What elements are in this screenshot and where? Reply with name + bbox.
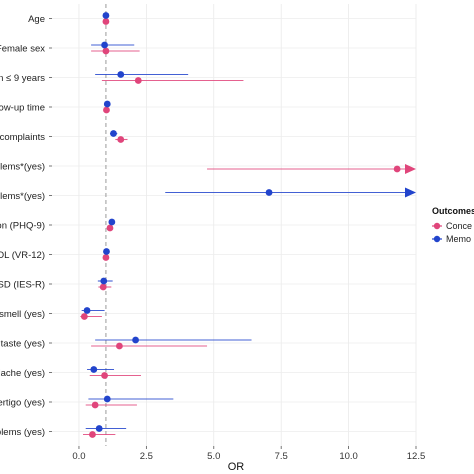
- y-tick-label: f taste (yes): [0, 339, 45, 350]
- point-estimate: [83, 307, 91, 314]
- point-estimate: [80, 313, 88, 320]
- point-estimate: [100, 277, 108, 285]
- point-estimate: [265, 189, 273, 196]
- point-estimate: [132, 336, 139, 344]
- y-tick-label: adache (yes): [0, 368, 45, 379]
- y-tick-label: TSD (IES-R): [0, 280, 45, 291]
- legend-title: Outcomes: [432, 206, 474, 216]
- point-estimate: [106, 224, 114, 232]
- point-estimate: [117, 136, 125, 143]
- gridlines: [52, 4, 417, 446]
- point-estimate: [89, 431, 96, 438]
- x-axis: 0.0 2.5 5.0 7.5 10.0 12.5: [72, 446, 425, 462]
- legend-key-point: [433, 235, 441, 243]
- point-estimate: [103, 106, 110, 114]
- x-tick-label: 2.5: [140, 451, 153, 462]
- y-tick-label: ollow-up time: [0, 103, 45, 114]
- point-estimate: [134, 77, 142, 84]
- legend-key-point: [433, 222, 441, 230]
- y-tick-label: QOL (VR-12): [0, 250, 45, 261]
- y-tick-label: blems*(yes): [0, 191, 45, 202]
- x-axis-label: OR: [228, 461, 245, 473]
- point-estimate: [101, 372, 108, 379]
- y-tick-label: of smell (yes): [0, 309, 45, 320]
- y-tick-label: Vertigo (yes): [0, 398, 45, 409]
- point-estimate: [90, 366, 98, 373]
- point-estimate: [393, 165, 401, 173]
- point-estimate: [95, 425, 103, 432]
- legend-label: Memo: [446, 234, 471, 244]
- point-estimate: [116, 342, 123, 350]
- point-estimate: [108, 218, 116, 226]
- ci-arrow: [405, 187, 416, 198]
- legend: Outcomes Conce Memo: [432, 206, 474, 244]
- point-estimate: [103, 395, 111, 403]
- y-axis: Age Female sex ion ≤ 9 years ollow-up time o…: [0, 14, 52, 438]
- x-tick-label: 12.5: [407, 451, 426, 462]
- y-tick-label: of complaints: [0, 132, 45, 143]
- point-estimate: [102, 47, 110, 55]
- x-tick-label: 10.0: [339, 451, 358, 462]
- point-estimate: [117, 71, 125, 78]
- y-tick-label: Age: [28, 14, 45, 25]
- y-tick-label: ion ≤ 9 years: [0, 73, 45, 84]
- point-estimate: [103, 248, 110, 255]
- x-tick-label: 0.0: [72, 451, 85, 462]
- point-estimate: [102, 18, 110, 25]
- y-tick-label: oblems (yes): [0, 427, 45, 438]
- point-estimate: [103, 100, 111, 108]
- point-estimate: [101, 41, 108, 49]
- point-estimate: [102, 254, 110, 261]
- y-tick-label: sion (PHQ-9): [0, 221, 45, 232]
- point-estimate: [102, 12, 110, 19]
- y-tick-label: Female sex: [0, 44, 45, 55]
- ci-arrow: [405, 164, 416, 174]
- point-estimate: [99, 283, 107, 291]
- x-tick-label: 5.0: [207, 451, 220, 462]
- x-tick-label: 7.5: [275, 451, 288, 462]
- point-estimate: [110, 130, 117, 137]
- legend-label: Conce: [446, 221, 472, 231]
- point-estimate: [91, 401, 99, 409]
- y-tick-label: blems*(yes): [0, 162, 45, 173]
- chart-marks: [80, 12, 416, 438]
